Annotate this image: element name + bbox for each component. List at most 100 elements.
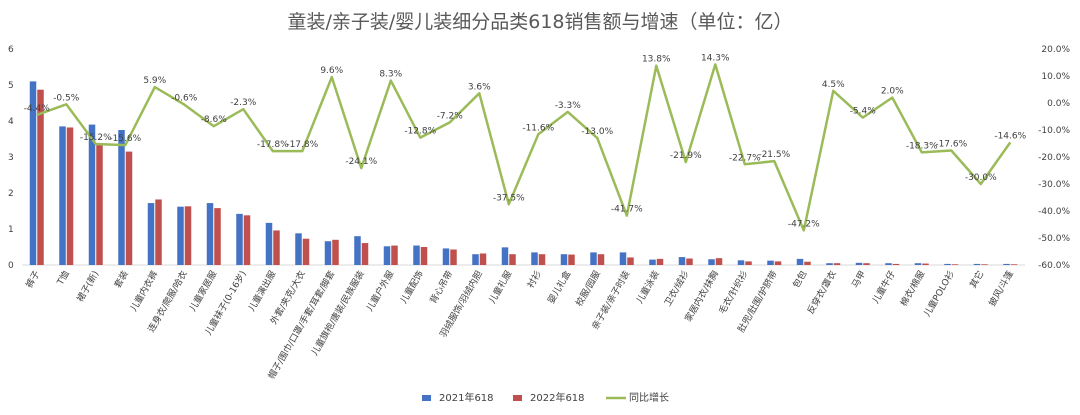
bar-2022 [273,230,280,265]
growth-data-label: 5.9% [143,76,166,86]
category-label: 儿童演出服 [245,269,278,314]
category-label: 儿童旗袍/唐装/民族服装 [308,269,366,358]
growth-data-label: -7.2% [437,111,464,121]
bar-2022 [863,263,870,265]
bar-2022 [922,263,929,265]
category-label: 婴儿礼盒 [545,269,573,306]
growth-series-line [36,63,1012,232]
bar-2021 [265,222,273,265]
legend-swatch [422,395,431,401]
bar-2021 [1003,263,1010,265]
growth-data-label: -0.6% [171,94,198,104]
growth-data-label: -30.0% [965,173,997,183]
legend-label: 同比增长 [629,391,669,404]
bar-2021 [796,258,804,265]
bar-2021 [472,254,479,265]
growth-data-label: -11.6% [522,123,554,133]
category-label: 马甲 [850,269,869,290]
category-label: 裤子 [23,269,42,291]
bar-2022 [479,253,487,265]
bars [29,81,1018,266]
category-label: 校服/园服 [573,269,603,309]
growth-data-label: -17.8% [257,140,289,150]
left-axis: 0 1 2 3 4 5 6 [8,45,14,271]
y-tick-label: 2 [8,189,14,199]
y2-tick-label: 20.0% [1041,45,1070,55]
bar-2022 [125,151,133,265]
bar-2021 [324,241,332,265]
y-tick-label: 0 [8,261,14,271]
bar-2022 [96,145,103,265]
growth-data-label: 2.0% [881,87,904,97]
bar-2022 [538,254,546,265]
bar-2021 [590,252,597,265]
growth-data-label: -13.0% [581,127,613,137]
bar-2021 [236,213,243,265]
bar-2021 [177,206,184,265]
category-label: 儿童内衣裤 [127,269,160,314]
y2-tick-label: -40.0% [1038,207,1070,217]
growth-data-label: -15.6% [109,134,141,144]
bar-2021 [501,247,509,265]
growth-data-label: 3.6% [468,82,491,92]
bar-2021 [826,263,833,265]
growth-data-label: -22.7% [729,153,761,163]
category-label: 衬衫 [524,269,543,291]
growth-data-label: -17.6% [935,140,967,150]
bar-2021 [708,259,715,265]
growth-data-label: -12.8% [404,127,436,137]
y2-tick-label: -50.0% [1038,234,1070,244]
bar-2022 [627,257,634,265]
growth-data-label: 4.5% [822,80,845,90]
growth-data-label: 8.3% [379,70,402,80]
y-tick-label: 5 [8,81,14,91]
bar-2022 [715,258,723,265]
growth-data-label: -37.5% [493,193,525,203]
bar-2022 [214,208,221,265]
category-labels: 裤子 T恤 裙子(新) 套装儿童内衣裤连身衣/爬服/哈衣儿童家居服儿童袜子(0-16岁… [23,269,1016,382]
growth-data-label: -21.9% [670,151,702,161]
bar-2021 [147,203,155,265]
legend-label: 2021年618 [439,391,494,404]
bar-2022 [184,206,192,265]
growth-data-label: -15.2% [80,133,112,143]
growth-data-label: -8.6% [201,115,228,125]
growth-data-label: 14.3% [701,53,730,63]
y2-tick-label: 10.0% [1041,72,1070,82]
bar-2022 [391,245,398,265]
bar-2022 [332,239,339,265]
category-label: 儿童配饰 [397,269,425,306]
y2-tick-label: -10.0% [1038,126,1070,136]
bar-2022 [1010,264,1018,265]
category-label: 背心吊带 [427,269,455,306]
bar-2022 [66,127,74,265]
bar-2021 [855,262,863,265]
bar-2021 [767,260,774,265]
bar-2021 [29,81,37,266]
bar-2022 [597,254,605,265]
category-label: 儿童牛仔 [869,269,897,306]
category-label: 儿童家居服 [186,269,219,314]
growth-data-label: -3.3% [555,101,582,111]
bar-2022 [243,215,251,265]
y2-tick-label: 0.0% [1047,99,1070,109]
bar-2022 [509,254,516,265]
category-label: 套装 [111,269,130,291]
bar-2022 [155,199,162,265]
growth-data-label: -4.4% [24,104,51,114]
category-label: T恤 [54,269,72,288]
category-label: 其它 [967,269,986,291]
bar-2021 [442,248,450,265]
category-label: 儿童泳装 [633,269,661,306]
bar-2022 [892,263,900,265]
bar-2021 [295,233,302,265]
growth-data-label: -24.1% [345,157,377,167]
category-label: 棉衣/棉服 [897,269,927,309]
y-tick-label: 4 [8,117,14,127]
category-label: 反穿衣/罩衣 [804,269,838,317]
y2-tick-label: -60.0% [1038,261,1070,271]
category-label: 裙子(新) [74,269,101,304]
bar-2022 [833,263,841,265]
growth-data-label: -5.4% [850,107,877,117]
